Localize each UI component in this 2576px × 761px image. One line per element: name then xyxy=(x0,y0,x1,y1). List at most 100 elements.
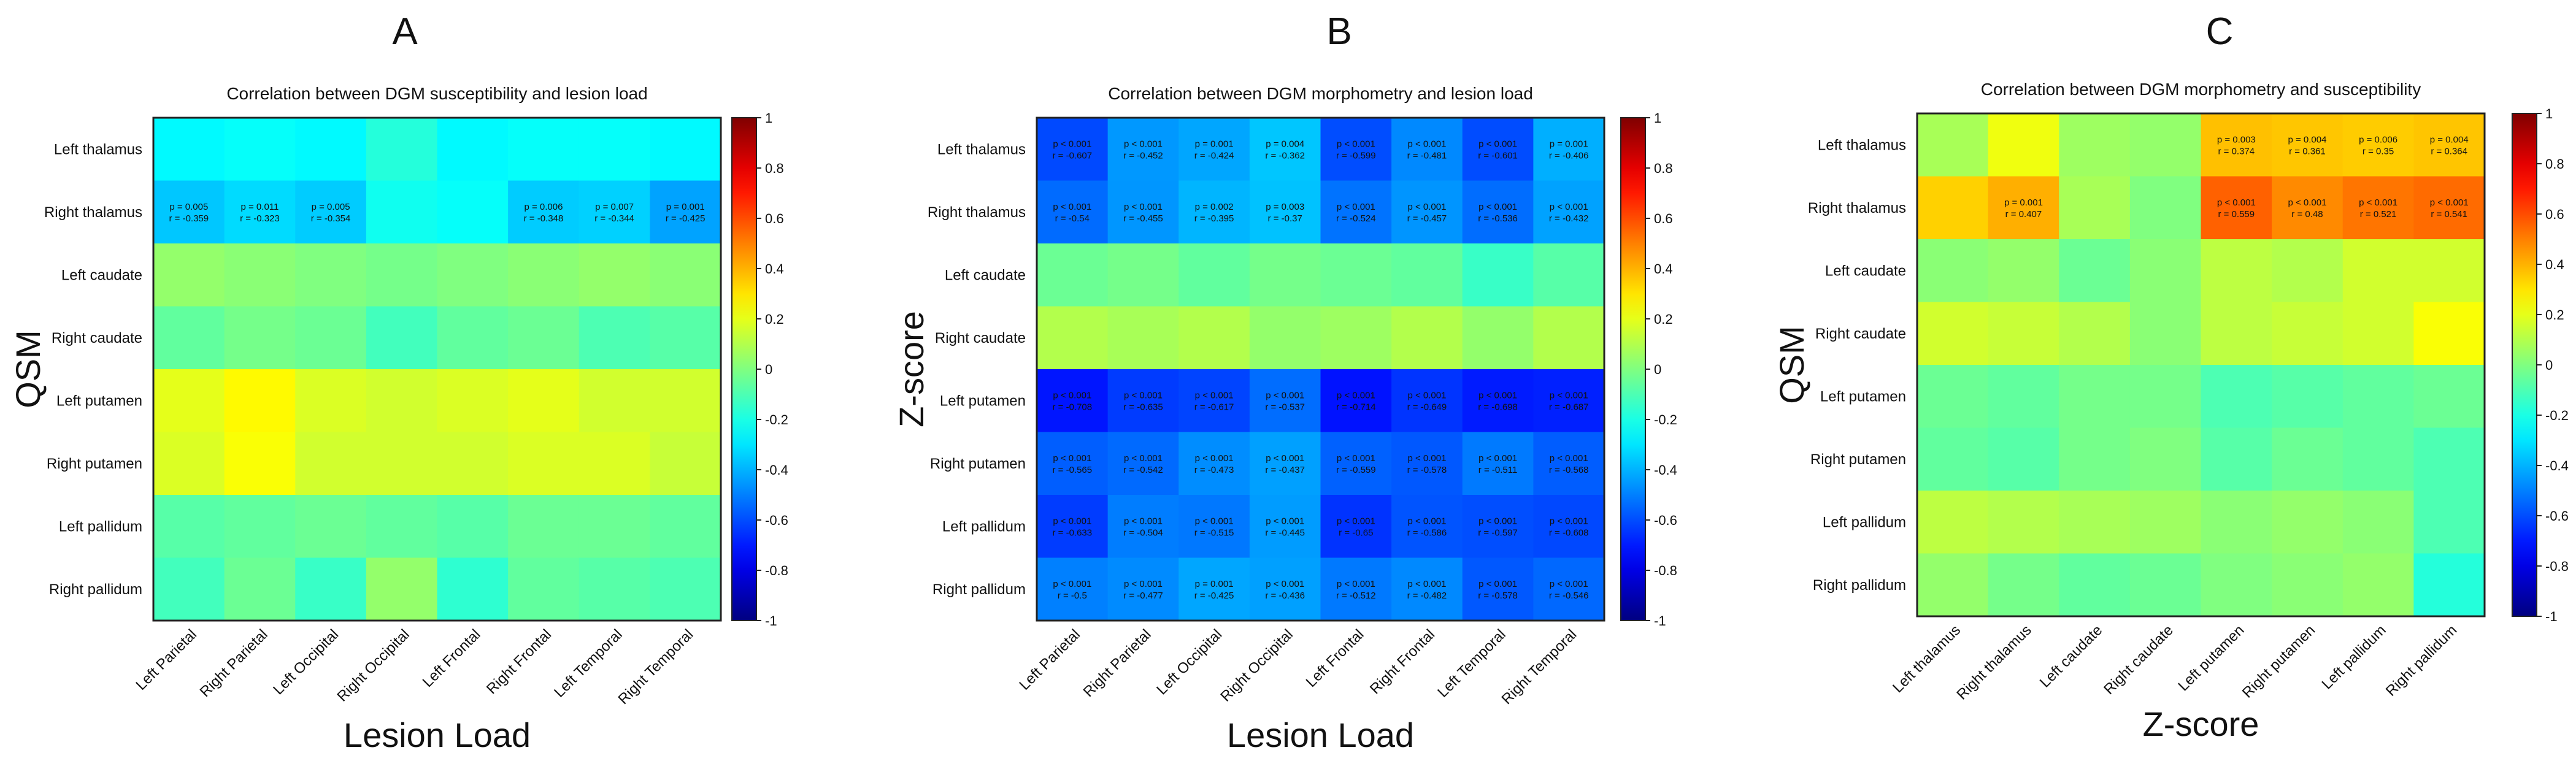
cell-annotation-r: r = 0.361 xyxy=(2289,146,2326,156)
heatmap-cell xyxy=(2129,553,2202,617)
column-label: Right thalamus xyxy=(1953,622,2034,703)
cell-annotation-p: p < 0.001 xyxy=(1124,579,1163,589)
heatmap-cell xyxy=(295,180,367,244)
cell-annotation-p: p < 0.001 xyxy=(1478,453,1517,464)
colorbar: 1 0.8 0.6 0.4 0.2 0 -0.2 -0.4 -0.6 -0.8 -1 xyxy=(2512,106,2569,624)
column-label: Left thalamus xyxy=(1890,622,1964,696)
heatmap-cell xyxy=(2342,239,2414,303)
cell-annotation-p: p = 0.002 xyxy=(1195,202,1234,212)
heatmap-cell xyxy=(508,432,580,495)
panel-letter: B xyxy=(1326,10,1351,53)
cell-annotation-r: r = -0.457 xyxy=(1407,213,1447,224)
row-label: Right putamen xyxy=(1810,451,1906,468)
cell-annotation-p: p < 0.001 xyxy=(1337,579,1375,589)
heatmap-cell xyxy=(2413,553,2485,617)
row-label: Left putamen xyxy=(940,392,1026,409)
heatmap-cell xyxy=(224,306,296,370)
column-label: Left pallidum xyxy=(2318,622,2389,692)
cell-annotation-r: r = -0.635 xyxy=(1123,402,1163,412)
heatmap-cell xyxy=(1988,553,2059,617)
row-label: Left putamen xyxy=(1820,388,1906,405)
cell-annotation-r: r = -0.348 xyxy=(524,213,564,224)
heatmap-cell xyxy=(1391,432,1463,495)
heatmap-panel-a: A Correlation between DGM susceptibility … xyxy=(9,10,788,754)
heatmap-cell xyxy=(579,118,650,182)
cell-annotation-p: p < 0.001 xyxy=(1478,516,1517,526)
heatmap-cell xyxy=(508,495,580,559)
cell-annotation-p: p < 0.001 xyxy=(1124,453,1163,464)
heatmap-cell xyxy=(1037,432,1109,495)
cell-annotation-r: r = -0.708 xyxy=(1053,402,1093,412)
column-label: Left putamen xyxy=(2175,622,2247,694)
y-axis-label: QSM xyxy=(9,330,47,408)
colorbar-tick-label: -1 xyxy=(765,613,777,629)
column-label: Right Parietal xyxy=(1080,626,1155,700)
heatmap-cell xyxy=(1391,243,1463,307)
row-label: Right caudate xyxy=(52,330,142,346)
column-label: Left Parietal xyxy=(1016,626,1083,694)
heatmap-cell xyxy=(1320,432,1392,495)
cell-annotation-p: p = 0.001 xyxy=(2004,197,2043,208)
cell-annotation-r: r = -0.649 xyxy=(1407,402,1447,412)
cell-annotation-r: r = 0.541 xyxy=(2431,209,2467,220)
plot-frame xyxy=(152,117,722,622)
cell-annotation-p: p < 0.001 xyxy=(1337,390,1375,400)
cell-annotation-r: r = -0.597 xyxy=(1478,527,1518,538)
heatmap-cell xyxy=(1037,180,1109,244)
heatmap-cell xyxy=(508,306,580,370)
heatmap-cell xyxy=(1037,243,1109,307)
heatmap-cell xyxy=(1249,180,1321,244)
heatmap-cell xyxy=(2129,176,2202,240)
heatmap-cell xyxy=(1178,557,1250,621)
row-label: Right thalamus xyxy=(1808,200,1906,216)
cell-annotation-p: p < 0.001 xyxy=(1407,390,1446,400)
cell-annotation-r: r = -0.406 xyxy=(1549,150,1589,161)
heatmap-cell xyxy=(437,306,509,370)
heatmap-cell xyxy=(1462,557,1534,621)
cell-annotation-p: p = 0.001 xyxy=(666,202,705,212)
row-label: Left pallidum xyxy=(1823,514,1906,530)
colorbar-tick-label: 0.2 xyxy=(1654,312,1673,327)
panel-letter: C xyxy=(2206,10,2234,53)
heatmap-cell xyxy=(224,118,296,182)
cell-annotation-p: p < 0.001 xyxy=(2217,197,2256,208)
heatmap-panel-b: B Correlation between DGM morphometry and… xyxy=(892,10,1677,754)
heatmap-cell xyxy=(1178,432,1250,495)
heatmap-cell xyxy=(1320,495,1392,559)
heatmap-cell xyxy=(366,306,438,370)
cell-annotation-p: p < 0.001 xyxy=(1478,390,1517,400)
heatmap-cell xyxy=(2201,427,2272,491)
cell-annotation-p: p < 0.001 xyxy=(1337,202,1375,212)
heatmap-cell xyxy=(295,432,367,495)
colorbar-tick-label: -0.8 xyxy=(1654,563,1677,578)
heatmap-cell xyxy=(2272,427,2343,491)
cell-annotation-p: p < 0.001 xyxy=(1266,579,1304,589)
cell-annotation-p: p < 0.001 xyxy=(1407,202,1446,212)
row-label: Right caudate xyxy=(935,330,1026,346)
cell-annotation-r: r = -0.536 xyxy=(1478,213,1518,224)
heatmap-cell xyxy=(2342,553,2414,617)
heatmap-cell xyxy=(1391,180,1463,244)
row-label: Left thalamus xyxy=(1818,137,1906,153)
cell-annotation-r: r = -0.687 xyxy=(1549,402,1589,412)
heatmap-cell xyxy=(295,306,367,370)
heatmap-cell xyxy=(224,557,296,621)
colorbar-tick-label: -0.6 xyxy=(1654,513,1677,528)
heatmap-cell xyxy=(1391,118,1463,182)
colorbar-tick-label: -0.4 xyxy=(2545,458,2569,473)
cell-annotation-r: r = -0.323 xyxy=(240,213,280,224)
heatmap-cell xyxy=(153,118,225,182)
heatmap-cell xyxy=(1988,491,2059,554)
heatmap-cell xyxy=(1107,432,1179,495)
heatmap-cell xyxy=(1533,180,1605,244)
colorbar-tick-label: -1 xyxy=(1654,613,1666,629)
cell-annotation-p: p < 0.001 xyxy=(1478,202,1517,212)
heatmap-cell xyxy=(437,118,509,182)
heatmap-cell xyxy=(153,369,225,433)
heatmap-cell xyxy=(2129,302,2202,365)
row-label: Right pallidum xyxy=(49,581,142,598)
heatmap-cell xyxy=(2129,113,2202,177)
heatmap-cell xyxy=(650,306,721,370)
row-label: Left caudate xyxy=(945,267,1026,283)
cell-annotation-r: r = -0.481 xyxy=(1407,150,1447,161)
